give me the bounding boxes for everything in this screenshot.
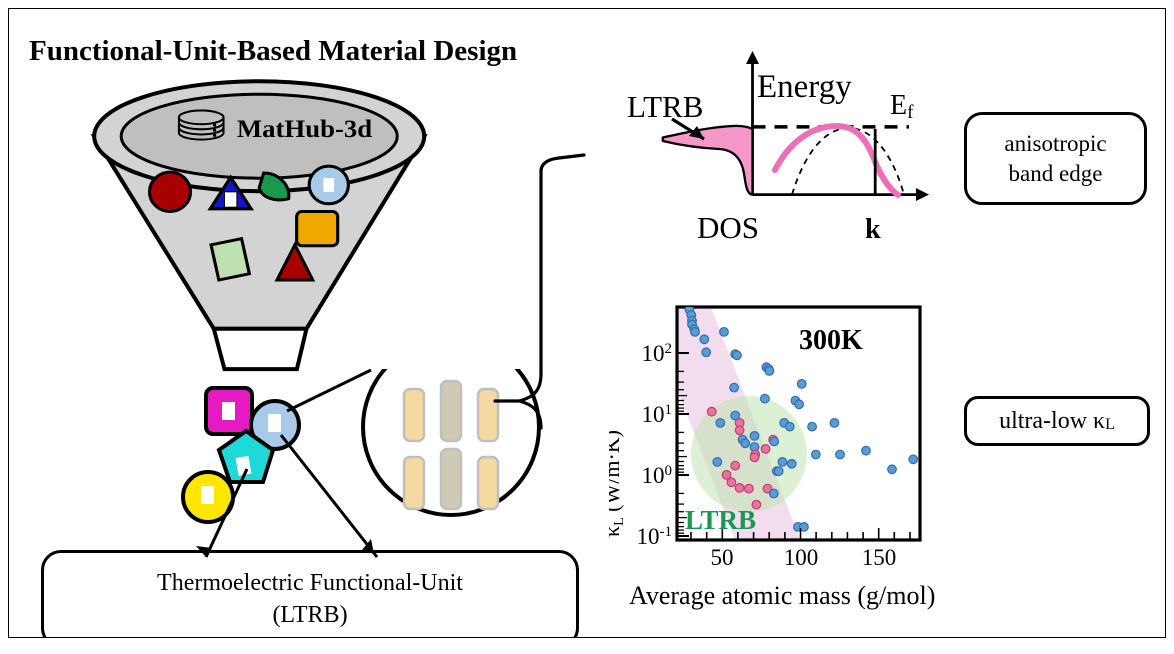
svg-text:10-1: 10-1 [637,524,673,549]
svg-text:MatHub-3d: MatHub-3d [237,115,373,143]
svg-text:50: 50 [711,545,734,570]
svg-text:101: 101 [642,402,673,427]
svg-text:100: 100 [784,545,819,570]
svg-text:κL (W/m·K): κL (W/m·K) [609,430,627,537]
svg-text:Average atomic mass (g/mol): Average atomic mass (g/mol) [629,581,935,610]
svg-text:300K: 300K [799,325,863,356]
svg-text:102: 102 [642,341,673,366]
svg-text:LTRB: LTRB [627,89,703,124]
svg-text:150: 150 [862,545,897,570]
svg-text:DOS: DOS [697,210,759,245]
svg-text:k: k [865,214,881,245]
svg-text:100: 100 [642,463,673,488]
svg-text:Energy: Energy [757,69,852,105]
svg-text:Ef: Ef [890,90,914,123]
svg-text:LTRB: LTRB [685,505,756,535]
